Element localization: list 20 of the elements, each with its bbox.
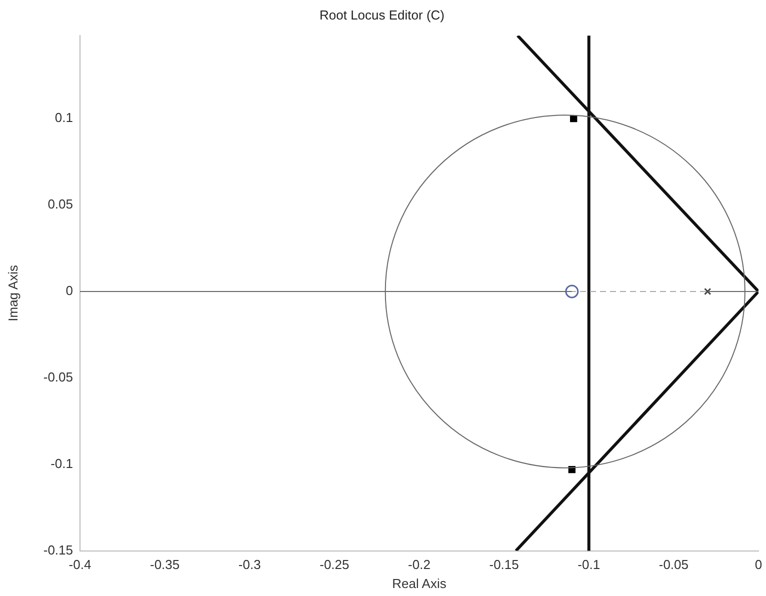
x-tick-label: -0.05	[658, 557, 689, 572]
y-tick-label: 0	[66, 283, 73, 298]
y-tick-label: -0.15	[43, 542, 73, 558]
y-tick-label: -0.05	[43, 369, 73, 384]
x-tick-label: -0.15	[489, 557, 519, 572]
point	[565, 284, 579, 298]
chart-title: Root Locus Editor (C)	[320, 7, 444, 22]
y-axis-title: Imag Axis	[5, 264, 20, 322]
x-tick-label: -0.1	[578, 557, 600, 572]
x-tick-label: -0.3	[238, 557, 261, 572]
point	[704, 288, 712, 296]
x-tick-label: -0.2	[408, 557, 430, 572]
x-axis-title: Real Axis	[392, 576, 447, 591]
x-tick-label: 0	[754, 557, 762, 572]
y-tick-label: 0.05	[48, 196, 73, 212]
y-tick-label: 0.1	[54, 110, 73, 126]
y-tick-label: -0.1	[50, 456, 73, 471]
x-tick-label: -0.25	[320, 557, 350, 572]
x-tick-label: -0.35	[150, 557, 180, 572]
x-tick-label: -0.4	[68, 557, 92, 572]
